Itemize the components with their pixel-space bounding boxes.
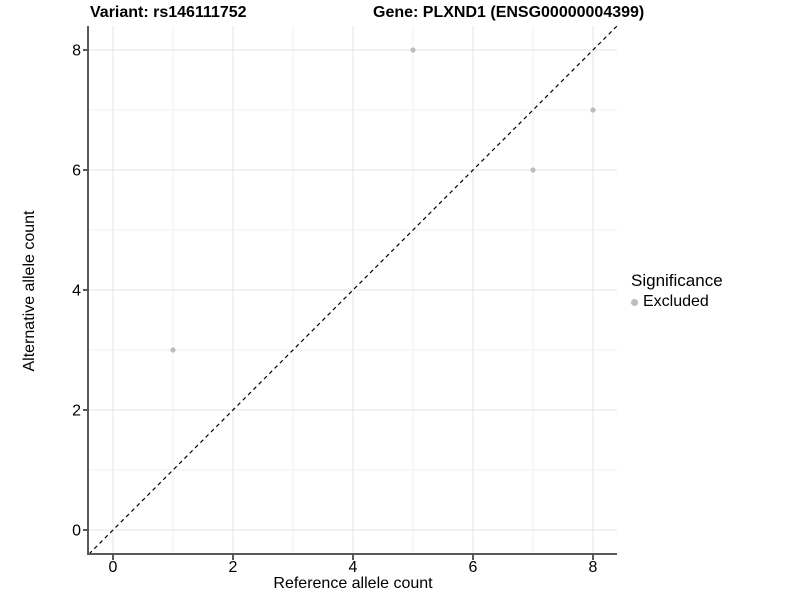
x-tick-label: 0	[109, 559, 118, 576]
x-tick-label: 8	[589, 559, 598, 576]
y-axis-title: Alternative allele count	[21, 210, 38, 372]
data-point	[410, 47, 416, 53]
plot-title-variant: Variant: rs146111752	[90, 4, 247, 21]
y-tick-label: 6	[72, 163, 81, 180]
y-tick-label: 4	[72, 283, 81, 300]
legend-point-icon	[631, 298, 638, 306]
data-point	[170, 347, 176, 353]
x-tick-label: 6	[469, 559, 478, 576]
legend-item-label: Excluded	[643, 293, 709, 310]
x-tick-label: 2	[229, 559, 238, 576]
y-tick-label: 8	[72, 43, 81, 60]
data-point	[530, 167, 536, 173]
y-tick-label: 0	[72, 523, 81, 540]
legend: Significance Excluded	[631, 271, 723, 311]
plot-title-gene: Gene: PLXND1 (ENSG00000004399)	[373, 4, 645, 21]
legend-item-excluded: Excluded	[631, 293, 723, 311]
y-tick-label: 2	[72, 403, 81, 420]
x-axis-title: Reference allele count	[273, 575, 433, 592]
data-point	[590, 107, 596, 113]
legend-title: Significance	[631, 271, 723, 290]
x-tick-label: 4	[349, 559, 358, 576]
